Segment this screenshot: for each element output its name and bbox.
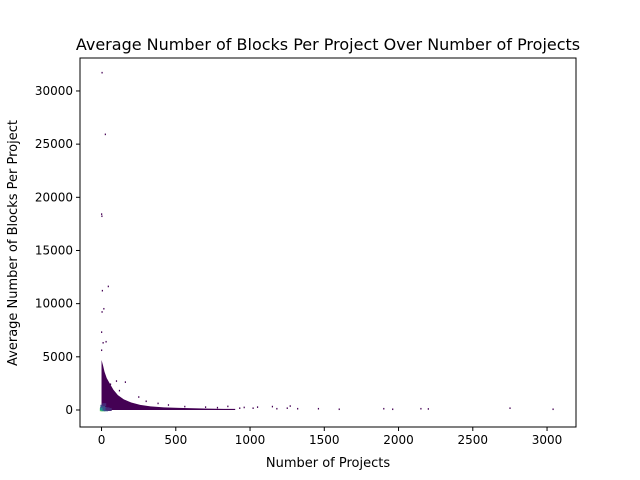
x-tick-label-1: 500 [164, 433, 187, 447]
x-tick-label-2: 1000 [235, 433, 266, 447]
x-tick-label-4: 2000 [383, 433, 414, 447]
outlier-point-6 [103, 307, 105, 310]
outlier-point-12 [115, 380, 118, 382]
plot-frame [79, 57, 577, 428]
dense-region-fill [101, 360, 236, 410]
outlier-point-32 [297, 407, 299, 410]
plot-area [99, 71, 554, 412]
outlier-point-40 [552, 408, 554, 411]
y-tick-label-3: 15000 [35, 243, 73, 257]
outlier-point-37 [420, 407, 422, 410]
outlier-point-7 [101, 311, 103, 313]
outlier-point-27 [256, 406, 259, 408]
outlier-point-9 [105, 340, 107, 343]
outlier-point-15 [118, 389, 121, 392]
outlier-point-38 [427, 408, 429, 410]
outlier-point-36 [392, 408, 394, 411]
outlier-point-18 [157, 402, 159, 405]
outlier-points [101, 71, 554, 411]
outlier-point-19 [167, 404, 170, 406]
y-tick-label-5: 25000 [35, 137, 73, 151]
outlier-point-33 [317, 407, 320, 410]
outlier-point-23 [227, 405, 229, 408]
y-tick-label-1: 5000 [42, 350, 73, 364]
chart-title: Average Number of Blocks Per Project Ove… [76, 35, 580, 54]
outlier-point-14 [109, 383, 112, 386]
outlier-point-24 [239, 407, 241, 409]
outlier-point-28 [271, 405, 274, 408]
outlier-point-0 [101, 71, 103, 74]
outlier-point-11 [101, 349, 103, 352]
dense-region [101, 360, 236, 410]
outlier-point-35 [383, 407, 385, 410]
x-tick-label-5: 2500 [458, 433, 489, 447]
y-tick-label-6: 30000 [35, 84, 73, 98]
outlier-point-31 [289, 405, 291, 407]
x-axis: 0 500 1000 1500 2000 2500 3000 [98, 427, 563, 447]
x-tick-label-6: 3000 [532, 433, 563, 447]
density-cell-10 [100, 404, 105, 408]
outlier-point-17 [145, 400, 147, 403]
density-cells [99, 403, 112, 412]
x-tick-label-3: 1500 [309, 433, 340, 447]
outlier-point-25 [243, 406, 245, 409]
density-cell-13 [102, 403, 107, 407]
outlier-point-2 [101, 213, 103, 215]
outlier-point-8 [101, 331, 103, 333]
x-axis-label: Number of Projects [266, 456, 390, 471]
outlier-point-21 [204, 406, 207, 408]
y-axis: 0 5000 10000 15000 20000 25000 30000 [35, 84, 80, 417]
outlier-point-30 [286, 407, 288, 409]
outlier-point-3 [101, 215, 103, 218]
y-tick-label-4: 20000 [35, 190, 73, 204]
y-axis-label: Average Number of Blocks Per Project [6, 120, 21, 366]
outlier-point-20 [184, 405, 186, 408]
outlier-point-10 [102, 341, 104, 344]
y-tick-label-0: 0 [65, 403, 73, 417]
outlier-point-29 [276, 407, 278, 410]
density-cell-12 [107, 407, 112, 411]
outlier-point-13 [124, 381, 126, 383]
outlier-point-5 [101, 289, 103, 292]
outlier-point-16 [138, 396, 140, 398]
outlier-point-34 [338, 408, 340, 411]
y-tick-label-2: 10000 [35, 297, 73, 311]
outlier-point-26 [252, 407, 254, 409]
density-cell-11 [105, 407, 110, 411]
outlier-point-4 [107, 285, 109, 288]
outlier-point-39 [509, 407, 511, 409]
outlier-point-1 [104, 133, 106, 136]
outlier-point-22 [216, 406, 219, 409]
x-tick-label-0: 0 [98, 433, 106, 447]
